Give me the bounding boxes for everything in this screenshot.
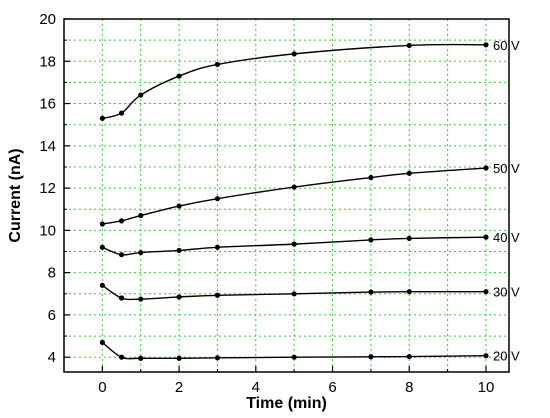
data-point xyxy=(406,235,412,242)
y-tick-label: 6 xyxy=(48,307,56,324)
y-tick-label: 8 xyxy=(48,265,56,282)
data-point xyxy=(214,292,221,298)
y-axis-title: Current (nA) xyxy=(7,148,24,242)
series: 20 V xyxy=(99,339,520,364)
x-axis-title: Time (min) xyxy=(246,395,327,412)
series-label: 20 V xyxy=(493,349,520,364)
data-point xyxy=(406,289,412,295)
x-tick-label: 0 xyxy=(98,379,106,396)
data-point xyxy=(176,203,182,209)
data-point xyxy=(176,294,182,300)
data-point xyxy=(483,353,489,359)
data-point xyxy=(99,221,105,227)
series-label: 30 V xyxy=(493,285,520,300)
x-tick-label: 2 xyxy=(175,379,183,396)
data-point xyxy=(406,42,412,49)
y-tick-label: 10 xyxy=(39,222,56,239)
data-point xyxy=(214,355,221,361)
y-tick-label: 14 xyxy=(39,138,56,155)
data-point xyxy=(138,355,144,361)
x-tick-label: 8 xyxy=(405,379,413,396)
ticks: 0 2 4 6 8 10 4 6 8 10 12 14 16 18 20 xyxy=(39,11,494,396)
data-point xyxy=(138,296,144,302)
data-point xyxy=(118,218,125,224)
data-point xyxy=(138,249,144,256)
data-point xyxy=(291,184,297,190)
data-point xyxy=(99,339,105,346)
y-tick-label: 12 xyxy=(39,180,56,197)
y-tick-label: 20 xyxy=(39,11,56,28)
data-point xyxy=(368,174,374,181)
data-point xyxy=(176,247,182,254)
y-tick-label: 16 xyxy=(39,96,56,113)
data-point xyxy=(291,241,297,247)
data-point xyxy=(483,234,489,240)
data-point xyxy=(291,354,297,360)
series: 50 V xyxy=(99,161,520,227)
data-point xyxy=(406,170,412,176)
series-layer: 20 V 30 V 40 V 50 V 60 V xyxy=(99,38,520,364)
data-point xyxy=(368,289,374,295)
series-line xyxy=(101,284,486,301)
series-line xyxy=(101,341,486,360)
data-point xyxy=(118,354,125,360)
grid xyxy=(64,19,509,372)
data-point xyxy=(291,291,297,297)
series-label: 40 V xyxy=(493,230,520,245)
y-tick-label: 4 xyxy=(48,349,56,366)
data-point xyxy=(138,92,144,98)
data-point xyxy=(214,196,221,202)
data-point xyxy=(214,61,221,68)
series-label: 60 V xyxy=(493,38,520,53)
series-label: 50 V xyxy=(493,161,520,176)
series-line xyxy=(102,167,487,225)
data-point xyxy=(291,51,297,57)
series: 60 V xyxy=(99,38,520,121)
series-line xyxy=(102,43,486,120)
data-point xyxy=(118,110,125,116)
y-tick-label: 18 xyxy=(39,53,56,70)
data-point xyxy=(483,42,489,48)
data-point xyxy=(368,354,374,360)
data-point xyxy=(214,244,221,250)
data-point xyxy=(118,252,125,258)
x-tick-label: 6 xyxy=(328,379,336,396)
data-point xyxy=(368,237,374,243)
data-point xyxy=(483,289,489,295)
data-point xyxy=(176,355,182,361)
data-point xyxy=(118,295,125,301)
data-point xyxy=(483,165,489,171)
data-point xyxy=(99,244,105,250)
series-line xyxy=(102,236,486,256)
data-point xyxy=(99,115,105,121)
data-point xyxy=(406,353,412,360)
x-tick-label: 10 xyxy=(478,379,495,396)
series: 40 V xyxy=(99,230,520,258)
x-tick-label: 4 xyxy=(252,379,260,396)
series: 30 V xyxy=(99,282,520,302)
data-point xyxy=(176,73,182,79)
plot-frame xyxy=(63,18,510,373)
data-point xyxy=(138,212,144,219)
data-point xyxy=(99,282,105,288)
